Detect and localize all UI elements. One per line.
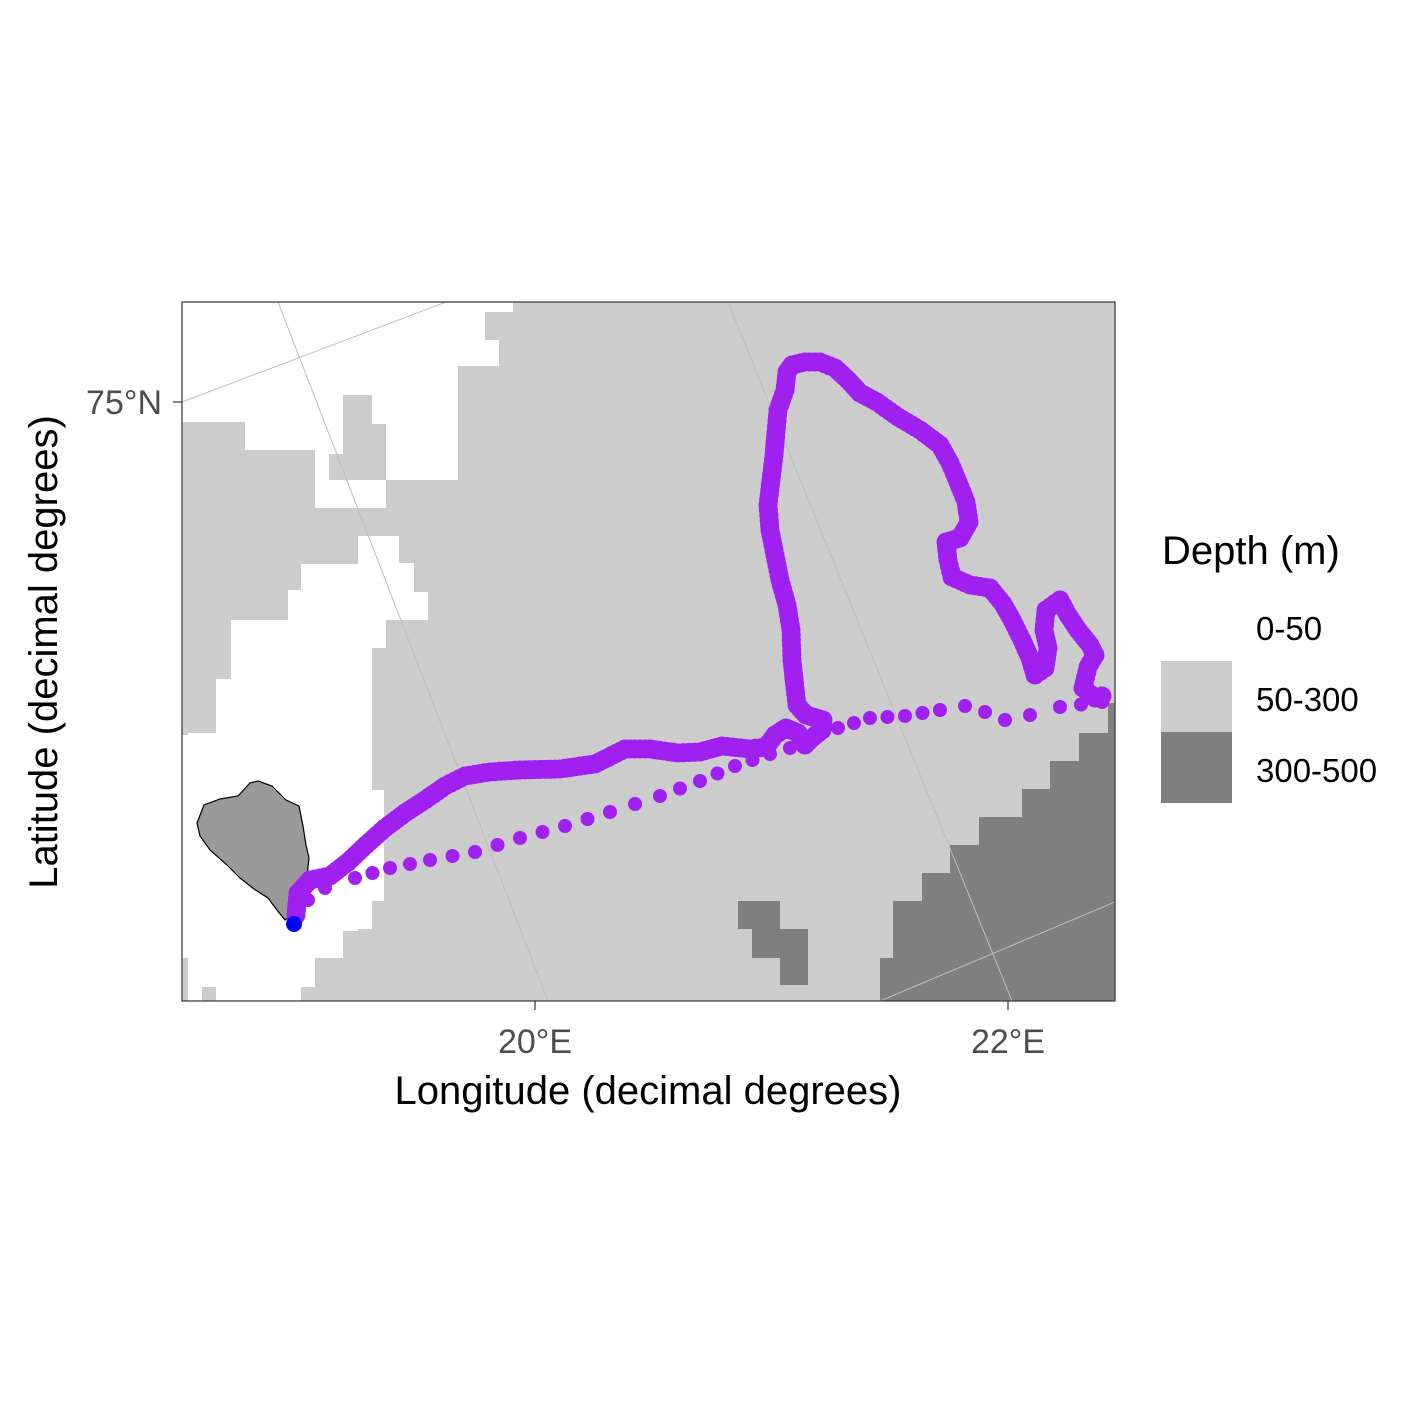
track-point bbox=[847, 716, 861, 730]
legend-key-0-50 bbox=[1161, 590, 1232, 661]
track-point bbox=[289, 905, 303, 919]
track-point bbox=[958, 699, 972, 713]
track-point bbox=[445, 849, 460, 863]
legend-title: Depth (m) bbox=[1162, 529, 1340, 573]
track-point bbox=[301, 893, 315, 907]
track-point bbox=[880, 710, 895, 724]
track-point bbox=[383, 861, 397, 875]
track-point bbox=[693, 774, 707, 788]
track-point bbox=[863, 711, 877, 725]
track-point bbox=[468, 845, 482, 859]
track-point bbox=[673, 781, 687, 796]
track-point bbox=[490, 838, 505, 852]
depth-300-500-area-patch bbox=[738, 901, 808, 985]
legend-key-50-300 bbox=[1161, 661, 1232, 732]
track-point bbox=[745, 753, 760, 767]
track-point bbox=[318, 881, 332, 895]
track-point bbox=[933, 703, 947, 717]
track-point bbox=[558, 819, 572, 833]
shallow-bank-north bbox=[329, 395, 386, 480]
x-tick-label-22e: 22°E bbox=[971, 1023, 1045, 1061]
track-point bbox=[580, 812, 595, 826]
track-point bbox=[535, 825, 550, 839]
start-point bbox=[286, 916, 302, 932]
track-point bbox=[1074, 697, 1088, 712]
track-point bbox=[423, 853, 437, 867]
shallow-area-west bbox=[182, 536, 428, 1001]
track-point bbox=[365, 866, 380, 880]
x-tick-label-20e: 20°E bbox=[498, 1023, 572, 1061]
track-point bbox=[513, 831, 527, 845]
legend-key-300-500 bbox=[1161, 732, 1232, 803]
island bbox=[196, 780, 310, 921]
graticule-line-74-5n bbox=[879, 901, 1115, 1001]
track-point bbox=[403, 857, 417, 871]
track-point bbox=[803, 735, 817, 749]
track-point bbox=[603, 805, 617, 819]
track-point bbox=[998, 713, 1012, 727]
track-point bbox=[978, 705, 992, 719]
graticule-line-19e bbox=[277, 302, 549, 1001]
track-point bbox=[783, 741, 797, 755]
track-point bbox=[831, 721, 845, 735]
track-point bbox=[1023, 708, 1037, 722]
map-panel bbox=[182, 302, 1115, 1001]
track-point bbox=[628, 797, 642, 811]
track-point bbox=[763, 747, 777, 761]
track-point bbox=[898, 709, 912, 723]
track-point bbox=[1095, 695, 1109, 709]
x-axis-title: Longitude (decimal degrees) bbox=[395, 1069, 902, 1113]
legend-label-300-500: 300-500 bbox=[1256, 752, 1377, 789]
y-tick-label-75n: 75°N bbox=[86, 384, 162, 422]
track-point bbox=[710, 766, 725, 781]
legend: Depth (m) 0-50 50-300 300-500 bbox=[1161, 529, 1377, 803]
track-point bbox=[1053, 700, 1067, 714]
track bbox=[286, 352, 1112, 925]
legend-label-50-300: 50-300 bbox=[1256, 681, 1359, 718]
track-point bbox=[348, 871, 362, 885]
track-point bbox=[915, 706, 930, 720]
shallow-notch bbox=[372, 648, 386, 676]
panel-border bbox=[181, 301, 1116, 1002]
graticule-line-75n bbox=[182, 302, 447, 403]
legend-label-0-50: 0-50 bbox=[1256, 610, 1322, 647]
track-point bbox=[728, 759, 742, 773]
y-axis-title: Latitude (decimal degrees) bbox=[22, 415, 66, 889]
track-point bbox=[653, 789, 667, 803]
